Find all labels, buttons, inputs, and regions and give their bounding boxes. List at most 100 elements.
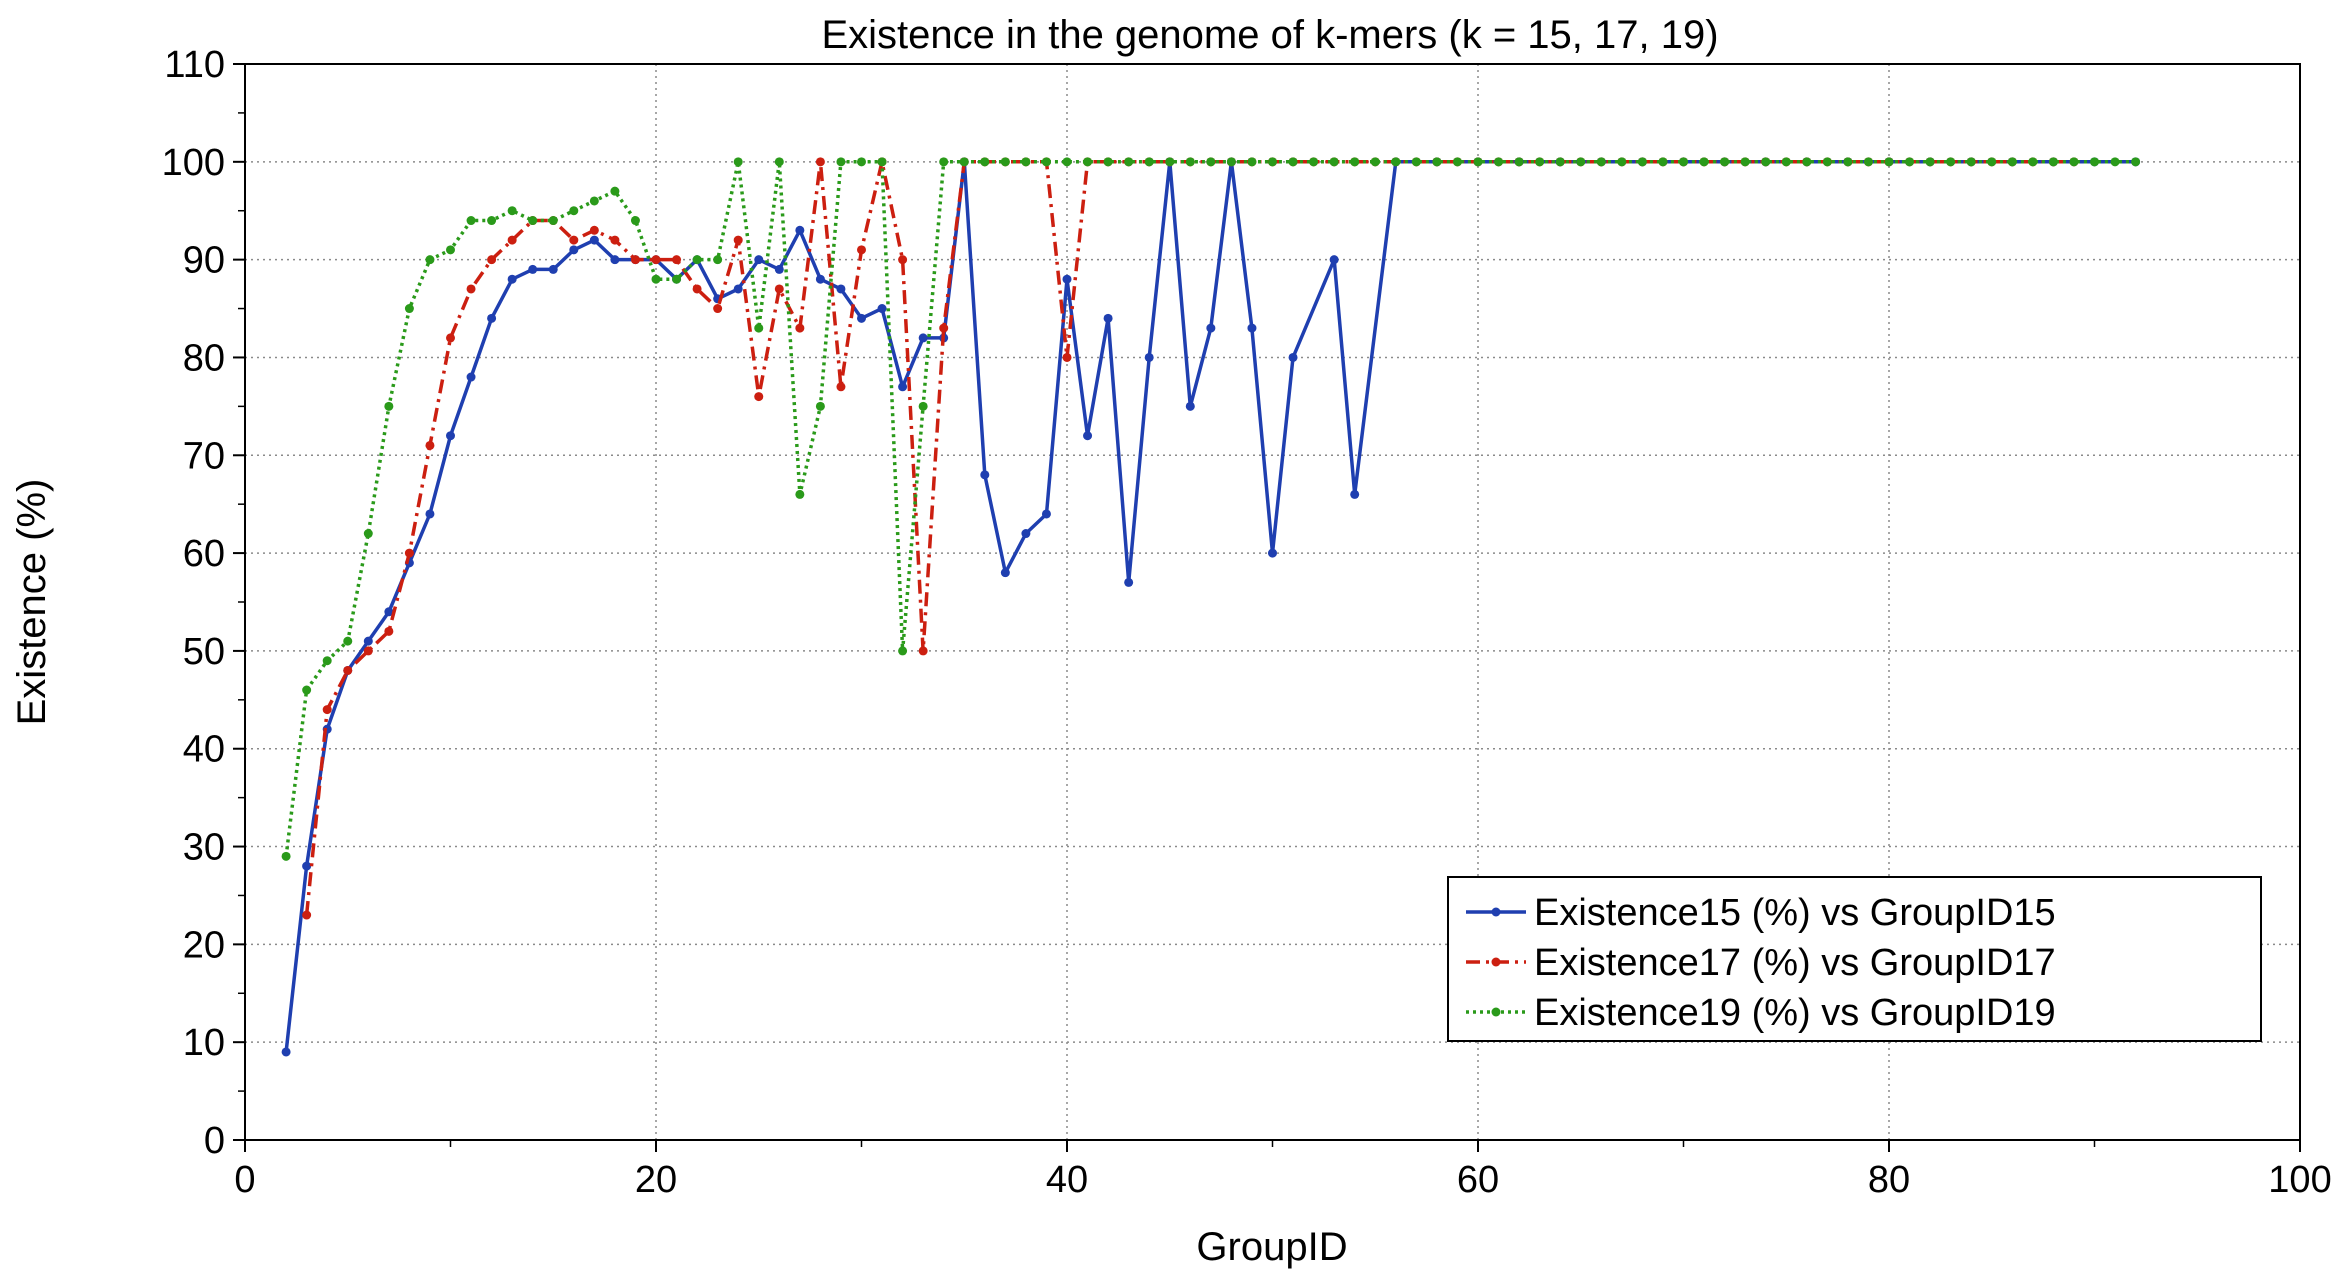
y-tick-label: 0 — [204, 1120, 225, 1162]
data-point — [1350, 157, 1360, 167]
data-point — [589, 196, 599, 206]
data-point — [1637, 157, 1647, 167]
data-point — [713, 304, 723, 314]
data-point — [795, 225, 805, 235]
data-point — [1350, 489, 1360, 499]
data-point — [1062, 157, 1072, 167]
y-tick-label: 100 — [162, 142, 225, 184]
data-point — [733, 157, 743, 167]
y-tick-label: 20 — [183, 924, 225, 966]
data-point — [1370, 157, 1380, 167]
data-point — [487, 255, 497, 265]
data-point — [446, 333, 455, 343]
data-point — [980, 470, 990, 480]
data-point — [1062, 352, 1072, 362]
series-2 — [302, 157, 2079, 920]
data-point — [1247, 157, 1257, 167]
data-point — [302, 861, 312, 871]
data-point — [466, 284, 476, 294]
data-point — [548, 264, 558, 274]
data-point — [1617, 157, 1627, 167]
data-point — [877, 304, 887, 314]
legend-label: Existence17 (%) vs GroupID17 — [1534, 942, 2056, 984]
data-point — [1679, 157, 1688, 167]
data-point — [630, 255, 640, 265]
x-tick-label: 20 — [635, 1159, 677, 1201]
data-point — [322, 656, 332, 666]
data-point — [774, 284, 784, 294]
data-point — [343, 636, 353, 646]
grid-lines — [245, 64, 2300, 1140]
legend-swatch-marker — [1491, 957, 1501, 967]
data-point — [815, 401, 825, 411]
data-point — [1452, 157, 1462, 167]
data-point — [2110, 157, 2120, 167]
data-point — [1432, 157, 1442, 167]
data-point — [754, 323, 764, 333]
data-point — [815, 274, 825, 284]
data-point — [815, 157, 825, 167]
data-point — [898, 646, 908, 656]
data-point — [487, 313, 497, 323]
data-point — [589, 225, 599, 235]
y-tick-label: 70 — [183, 435, 225, 477]
data-point — [651, 274, 661, 284]
data-point — [2048, 157, 2058, 167]
data-point — [1555, 157, 1565, 167]
series-3 — [281, 157, 2141, 861]
y-tick-label: 40 — [183, 729, 225, 771]
y-tick-label: 90 — [183, 240, 225, 282]
legend-item-3: Existence19 (%) vs GroupID19 — [1466, 992, 2056, 1034]
y-tick-label: 30 — [183, 827, 225, 869]
data-point — [610, 186, 620, 196]
data-point — [548, 216, 558, 226]
data-point — [1411, 157, 1421, 167]
data-point — [1494, 157, 1504, 167]
data-point — [425, 509, 435, 519]
data-point — [466, 372, 476, 382]
data-point — [363, 636, 373, 646]
data-point — [836, 284, 846, 294]
data-point — [1473, 157, 1483, 167]
data-point — [507, 235, 517, 245]
data-point — [466, 216, 476, 226]
data-point — [1041, 157, 1051, 167]
data-point — [1720, 157, 1730, 167]
series-line — [284, 160, 2136, 857]
data-point — [857, 313, 866, 323]
data-point — [363, 646, 373, 656]
chart-title: Existence in the genome of k-mers (k = 1… — [821, 13, 1718, 57]
legend-item-1: Existence15 (%) vs GroupID15 — [1466, 892, 2056, 934]
data-point — [404, 548, 414, 558]
x-tick-label: 60 — [1457, 1159, 1499, 1201]
data-point — [1329, 255, 1339, 265]
data-point — [795, 323, 805, 333]
legend-items: Existence15 (%) vs GroupID15 Existence17 … — [1466, 892, 2056, 1034]
data-point — [1740, 157, 1750, 167]
x-tick-label: 0 — [234, 1159, 255, 1201]
data-point — [713, 255, 723, 265]
data-point — [569, 235, 579, 245]
data-point — [1761, 157, 1771, 167]
data-point — [1021, 157, 1031, 167]
data-point — [733, 235, 743, 245]
data-point — [1843, 157, 1853, 167]
data-point — [754, 392, 764, 402]
data-point — [1268, 548, 1277, 558]
data-point — [774, 157, 784, 167]
data-point — [918, 333, 928, 343]
y-tick-label: 60 — [183, 533, 225, 575]
data-point — [1987, 157, 1997, 167]
data-point — [1083, 431, 1093, 441]
data-point — [507, 206, 517, 216]
data-point — [1021, 529, 1031, 539]
data-point — [569, 206, 579, 216]
data-point — [1247, 323, 1257, 333]
data-point — [2007, 157, 2017, 167]
data-point — [1185, 157, 1195, 167]
y-axis-label: Existence (%) — [10, 479, 54, 726]
x-axis-ticks: 0 20 40 60 80 100 — [234, 1140, 2332, 1201]
x-axis-label: GroupID — [1196, 1225, 1347, 1269]
data-point — [1226, 157, 1236, 167]
